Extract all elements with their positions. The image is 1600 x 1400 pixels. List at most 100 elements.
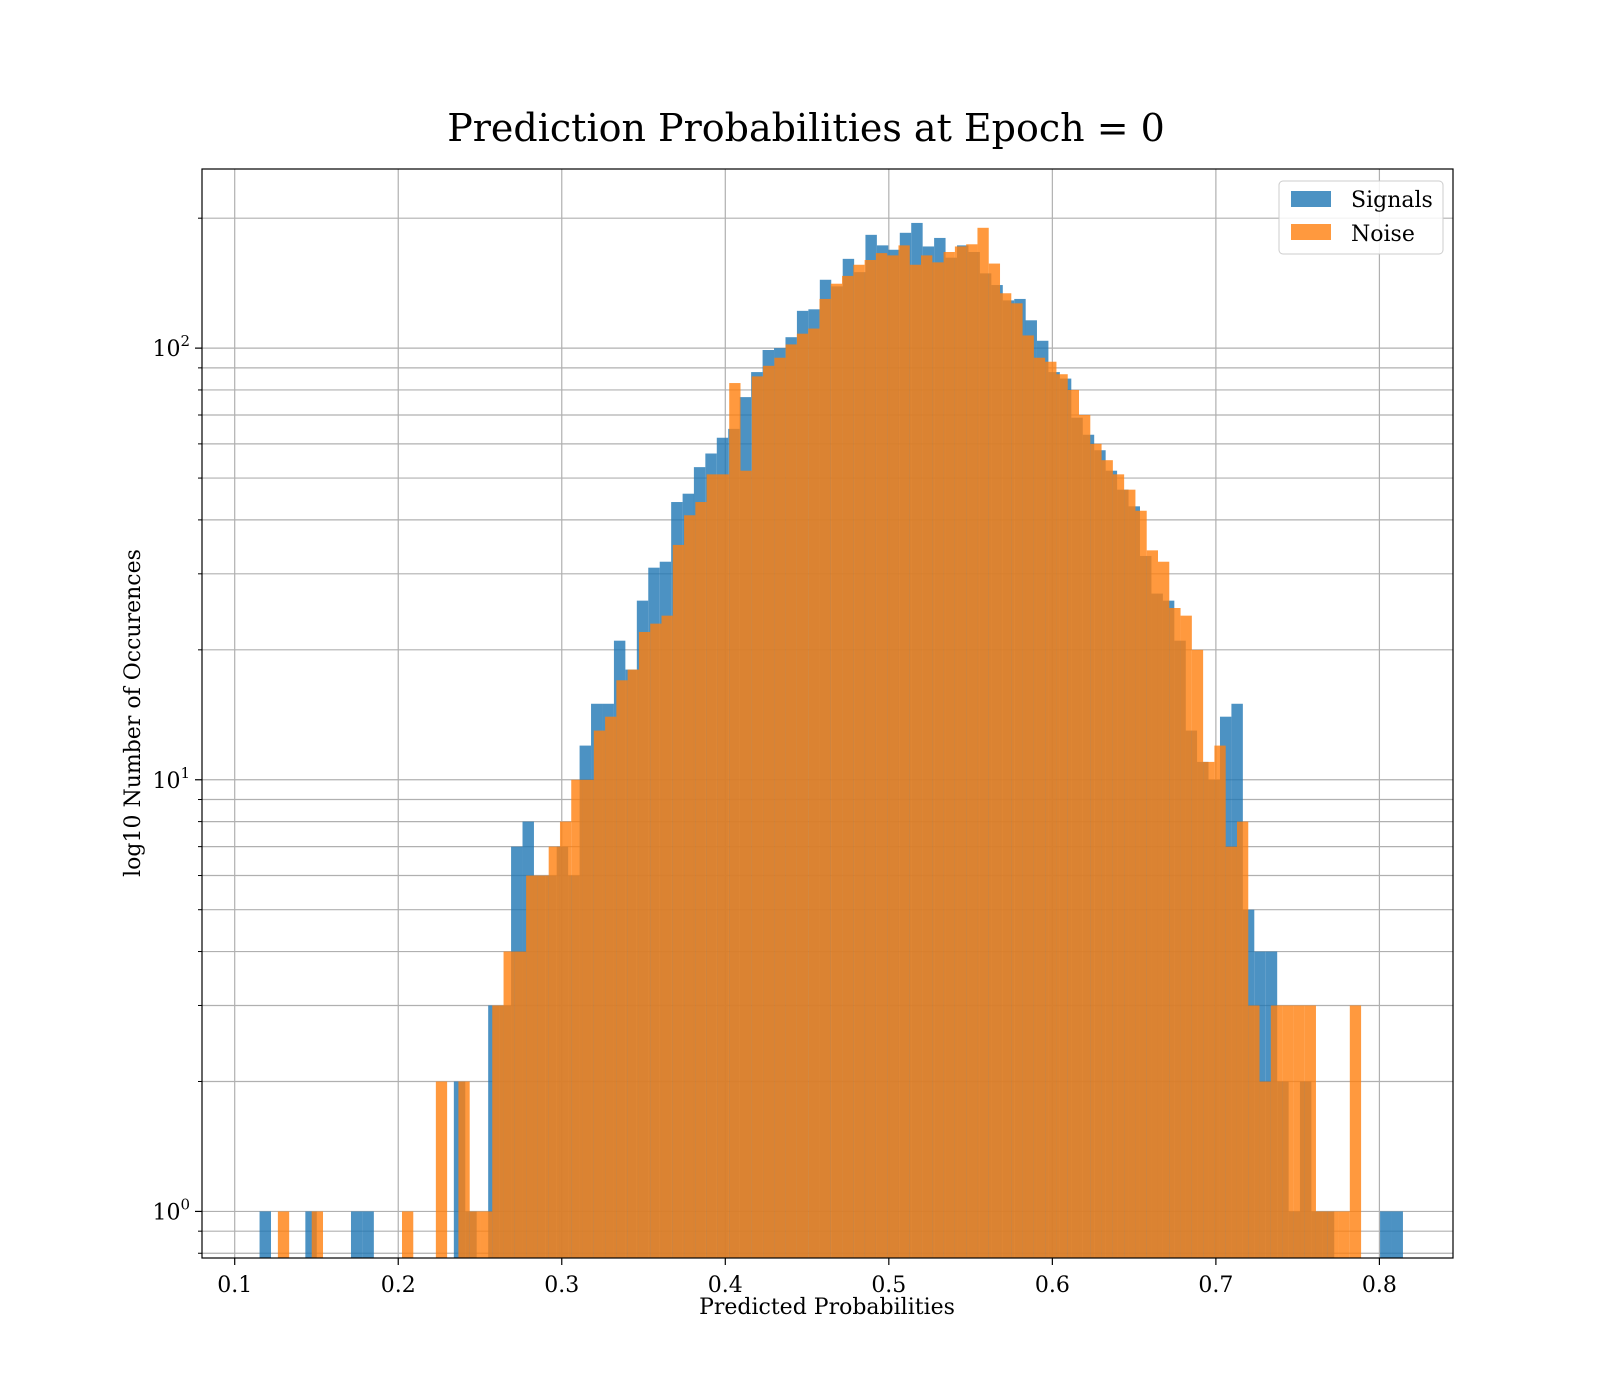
histogram-bar-noise: [796, 333, 809, 1258]
histogram-bar-signals: [362, 1211, 374, 1258]
histogram-bar-noise: [1327, 1211, 1339, 1258]
histogram-bar-noise: [717, 474, 730, 1258]
histogram-bar-noise: [1090, 443, 1102, 1258]
histogram-bar-noise: [1079, 414, 1091, 1258]
histogram-bar-noise: [559, 821, 572, 1258]
histogram-bar-noise: [740, 470, 752, 1259]
histogram-bar-noise: [605, 716, 617, 1258]
histogram-bar-noise: [638, 631, 651, 1258]
x-tick-label: 0.1: [217, 1273, 252, 1298]
histogram-bar-noise: [830, 283, 843, 1258]
histogram-bar-signals: [1380, 1211, 1392, 1258]
histogram-bar-noise: [480, 1211, 493, 1258]
histogram-bar-signals: [1391, 1211, 1403, 1258]
histogram-bar-noise: [943, 251, 955, 1258]
histogram-bar-noise: [774, 357, 786, 1258]
legend-swatch-signals: [1291, 191, 1331, 207]
histogram-bar-noise: [661, 615, 673, 1258]
histogram-bar-noise: [1203, 761, 1215, 1258]
x-tick-label: 0.8: [1362, 1273, 1397, 1298]
histogram-bar-noise: [875, 253, 888, 1259]
histogram-bar-noise: [277, 1211, 290, 1258]
series-noise: [277, 227, 1362, 1259]
histogram-bar-noise: [808, 328, 820, 1259]
histogram-bar-noise: [1270, 1005, 1283, 1258]
legend: Signals Noise: [1278, 180, 1444, 255]
histogram-bar-noise: [311, 1211, 324, 1258]
histogram-bar-noise: [571, 779, 583, 1258]
histogram-bar-noise: [1338, 1211, 1350, 1258]
histogram-bar-noise: [526, 875, 538, 1258]
histogram-bar-noise: [1304, 1005, 1316, 1258]
x-tick-label: 0.2: [381, 1273, 416, 1298]
histogram-bar-noise: [582, 779, 594, 1258]
histogram-bar-noise: [1101, 460, 1113, 1258]
histogram-bar-noise: [932, 262, 944, 1258]
histogram-bar-noise: [853, 264, 865, 1258]
histogram-bar-noise: [1157, 561, 1170, 1258]
histogram-bar-noise: [729, 383, 741, 1258]
x-tick-label: 0.7: [1198, 1273, 1233, 1298]
histogram-bar-noise: [1056, 374, 1068, 1259]
x-axis-label: Predicted Probabilities: [699, 1295, 955, 1320]
histogram-bar-noise: [1067, 389, 1080, 1258]
y-tick-label: 100: [152, 1195, 190, 1225]
histogram-bar-noise: [684, 515, 696, 1258]
histogram-bar-noise: [435, 1081, 448, 1258]
histogram-bar-noise: [1033, 357, 1046, 1258]
histogram-bar-noise: [514, 951, 527, 1258]
histogram-bar-noise: [593, 730, 606, 1258]
histogram-bar-noise: [1045, 361, 1057, 1258]
histogram-bar-noise: [966, 244, 978, 1259]
legend-label-noise: Noise: [1351, 222, 1415, 247]
axis-ticks: 0.1 0.2 0.3 0.4 0.5 0.6 0.7 0.8 100 101 102: [152, 217, 1397, 1298]
histogram-bar-noise: [1146, 550, 1158, 1258]
histogram-bars: [259, 222, 1403, 1259]
y-tick-label: 101: [152, 764, 190, 794]
histogram-bar-noise: [695, 502, 707, 1258]
histogram-bar-noise: [1000, 293, 1012, 1258]
histogram-bar-noise: [1124, 489, 1136, 1259]
histogram-bar-noise: [1282, 1005, 1294, 1258]
x-tick-label: 0.4: [708, 1273, 743, 1298]
histogram-bar-noise: [492, 1005, 504, 1258]
legend-swatch-noise: [1291, 224, 1331, 240]
histogram-bar-signals: [259, 1211, 271, 1258]
histogram-bar-noise: [909, 264, 922, 1258]
histogram-bar-noise: [1248, 1005, 1260, 1258]
histogram-bar-noise: [1191, 649, 1204, 1258]
histogram-bar-noise: [819, 298, 831, 1258]
histogram-bar-noise: [503, 951, 515, 1258]
y-tick-label: 102: [152, 332, 190, 362]
histogram-bar-noise: [627, 669, 639, 1258]
histogram-bar-noise: [401, 1211, 414, 1258]
histogram-bar-noise: [921, 255, 933, 1258]
histogram-bar-noise: [887, 255, 899, 1258]
histogram-bar-noise: [1011, 303, 1023, 1258]
x-tick-label: 0.6: [1035, 1273, 1070, 1298]
histogram-bar-noise: [954, 246, 967, 1259]
histogram-bar-noise: [672, 544, 685, 1258]
histogram-bar-noise: [1022, 335, 1034, 1258]
histogram-bar-noise: [1169, 608, 1181, 1258]
histogram-bar-noise: [1315, 1211, 1328, 1258]
histogram-bar-noise: [1180, 615, 1192, 1258]
histogram-bar-noise: [650, 623, 662, 1258]
histogram-bar-noise: [1293, 1005, 1305, 1258]
histogram-bar-noise: [864, 260, 876, 1259]
histogram-bar-noise: [1349, 1005, 1362, 1258]
histogram-bar-noise: [763, 365, 775, 1258]
histogram-bar-noise: [1214, 745, 1226, 1258]
histogram-bar-noise: [469, 1211, 481, 1258]
histogram-bar-noise: [458, 1081, 470, 1258]
x-tick-label: 0.3: [544, 1273, 579, 1298]
histogram-bar-noise: [842, 275, 854, 1259]
legend-label-signals: Signals: [1351, 188, 1433, 213]
chart-title: Prediction Probabilities at Epoch = 0: [447, 106, 1165, 150]
histogram-bar-noise: [537, 875, 549, 1258]
y-axis-label: log10 Number of Occurences: [121, 549, 146, 877]
histogram-bar-noise: [1135, 510, 1147, 1258]
histogram-bar-noise: [785, 344, 797, 1258]
